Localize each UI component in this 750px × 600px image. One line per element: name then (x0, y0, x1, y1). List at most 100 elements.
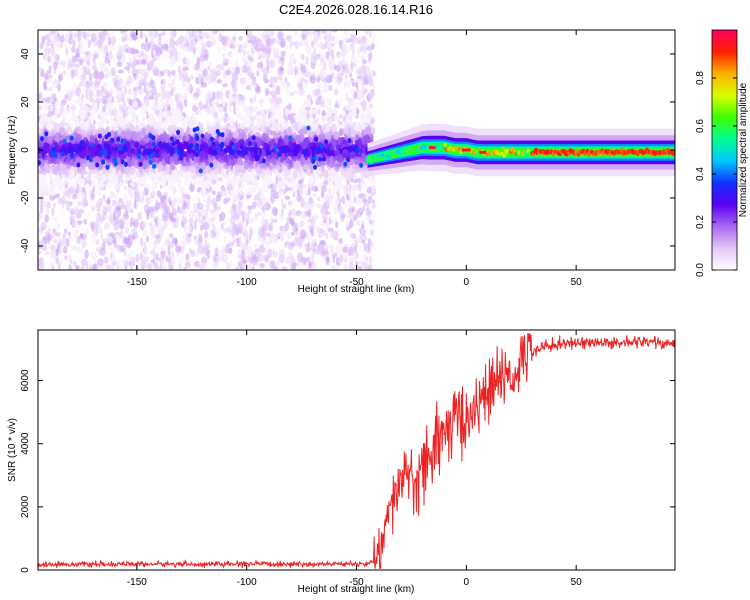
noise-dot (38, 211, 42, 222)
noise-dot (238, 94, 245, 102)
noise-dot (251, 201, 258, 207)
noise-dot (74, 63, 80, 68)
noise-dot (133, 218, 139, 229)
noise-dot (263, 52, 268, 59)
noise-dot (81, 258, 88, 266)
noise-dot (205, 40, 213, 48)
noise-dot (310, 264, 317, 270)
noise-dot (303, 242, 307, 248)
noise-dot (233, 211, 239, 218)
noise-dot (262, 205, 265, 213)
noise-dot (166, 110, 170, 118)
noise-dot (277, 31, 284, 41)
noise-dot (85, 229, 89, 237)
noise-dot (139, 180, 144, 185)
noise-dot (286, 186, 293, 192)
noise-dot (362, 254, 368, 262)
noise-dot (47, 173, 53, 179)
noise-dot (346, 179, 350, 185)
noise-dot (343, 80, 348, 89)
noise-dot (360, 192, 367, 200)
noise-dot (81, 238, 87, 249)
noise-dot (242, 50, 247, 56)
noise-dot (311, 250, 315, 260)
noise-dot (78, 209, 85, 214)
noise-dot (201, 62, 205, 72)
noise-dot (121, 108, 127, 115)
noise-dot (311, 40, 315, 48)
noise-dot (45, 251, 50, 256)
noise-dot (167, 104, 171, 111)
noise-dot (225, 244, 230, 254)
noise-dot (286, 231, 290, 240)
noise-dot (67, 234, 71, 240)
noise-dot (310, 186, 316, 191)
noise-dot (186, 84, 192, 92)
noise-dot (197, 107, 201, 116)
noise-dot (195, 250, 199, 258)
noise-dot (288, 61, 293, 69)
noise-dot (66, 222, 71, 231)
noise-dot (298, 213, 303, 219)
noise-dot (320, 57, 323, 62)
noise-dot (282, 203, 287, 210)
noise-dot (227, 242, 234, 247)
noise-dot (231, 71, 238, 81)
noise-dot (215, 70, 221, 76)
noise-dot (347, 212, 352, 218)
noise-dot (267, 90, 272, 95)
noise-dot (191, 47, 196, 55)
noise-dot (349, 219, 354, 228)
noise-dot (289, 43, 292, 50)
noise-dot (40, 261, 45, 270)
noise-dot (323, 34, 328, 41)
noise-dot (79, 50, 86, 56)
noise-dot (138, 88, 144, 95)
noise-dot (310, 109, 317, 115)
noise-dot (320, 99, 325, 108)
noise-dot (183, 266, 187, 270)
noise-dot (45, 70, 50, 78)
noise-dot (119, 181, 123, 189)
noise-dot (364, 30, 370, 35)
noise-dot (98, 216, 105, 222)
noise-dot (211, 209, 218, 219)
noise-dot (195, 76, 199, 85)
noise-dot (272, 81, 276, 90)
noise-dot (65, 33, 68, 43)
noise-dot (294, 67, 297, 76)
noise-dot (86, 210, 91, 218)
noise-dot (149, 221, 152, 227)
noise-dot (121, 54, 126, 64)
noise-dot (157, 267, 164, 270)
noise-dot (70, 69, 75, 80)
noise-dot (338, 98, 341, 108)
noise-dot (112, 77, 117, 83)
noise-dot (370, 229, 374, 236)
noise-dot (158, 104, 164, 111)
noise-dot (201, 256, 208, 264)
noise-dot (40, 51, 46, 56)
noise-dot (153, 216, 160, 222)
noise-dot (242, 259, 248, 265)
noise-dot (369, 176, 377, 185)
noise-dot (109, 191, 116, 199)
noise-dot (134, 198, 137, 209)
noise-dot (321, 186, 326, 193)
noise-dot (201, 43, 207, 54)
noise-dot (198, 203, 205, 208)
noise-dot (286, 89, 291, 97)
noise-dot (340, 93, 344, 102)
noise-dot (68, 264, 72, 270)
noise-dot (238, 219, 244, 229)
noise-dot (216, 79, 223, 84)
noise-dot (307, 241, 310, 247)
noise-dot (305, 98, 311, 108)
noise-dot (315, 98, 321, 106)
noise-dot (205, 208, 209, 218)
noise-dot (233, 110, 237, 116)
noise-dot (155, 46, 162, 57)
noise-dot (291, 126, 295, 135)
noise-dot (229, 189, 234, 198)
noise-dot (361, 198, 368, 203)
